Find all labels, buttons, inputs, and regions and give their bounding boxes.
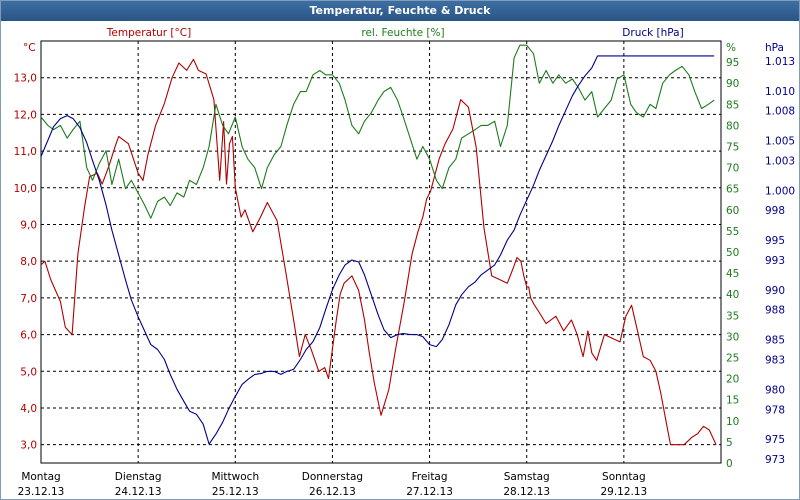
pressure-tick-label: 980 (765, 384, 785, 396)
temperature-unit: °C (23, 42, 36, 54)
pressure-tick-label: 1.003 (765, 155, 795, 167)
pressure-tick-label: 973 (765, 454, 785, 466)
humidity-tick-label: 10 (726, 416, 739, 428)
temperature-axis-label: Temperatur [°C] (106, 27, 191, 39)
pressure-axis-label: Druck [hPa] (622, 27, 683, 39)
humidity-tick-label: 40 (726, 289, 739, 301)
pressure-tick-label: 998 (765, 205, 785, 217)
temperature-tick-label: 12,0 (14, 109, 37, 121)
x-tick-date: 26.12.13 (309, 486, 356, 498)
x-tick-day: Donnerstag (302, 471, 363, 483)
pressure-tick-label: 985 (765, 335, 785, 347)
humidity-tick-label: 95 (726, 57, 739, 69)
temperature-tick-label: 7,0 (20, 293, 37, 305)
x-tick-date: 24.12.13 (115, 486, 162, 498)
pressure-tick-label: 1.005 (765, 136, 795, 148)
pressure-series-line (40, 55, 715, 445)
pressure-tick-label: 988 (765, 305, 785, 317)
humidity-tick-label: 80 (726, 120, 739, 132)
x-tick-day: Freitag (412, 471, 448, 483)
humidity-tick-label: 0 (726, 458, 733, 470)
humidity-tick-label: 55 (726, 226, 739, 238)
humidity-tick-label: 90 (726, 78, 739, 90)
pressure-tick-label: 983 (765, 354, 785, 366)
temperature-tick-label: 13,0 (14, 73, 37, 85)
pressure-tick-label: 993 (765, 255, 785, 267)
humidity-tick-label: 30 (726, 331, 739, 343)
plot-area (40, 40, 722, 464)
humidity-axis-label: rel. Feuchte [%] (361, 27, 444, 39)
temperature-tick-label: 4,0 (20, 403, 37, 415)
pressure-tick-label: 978 (765, 404, 785, 416)
x-tick-date: 29.12.13 (600, 486, 647, 498)
humidity-tick-label: 15 (726, 395, 739, 407)
humidity-tick-label: 65 (726, 184, 739, 196)
pressure-tick-label: 1.013 (765, 56, 795, 68)
temperature-tick-label: 6,0 (20, 330, 37, 342)
humidity-series-line (40, 44, 715, 219)
humidity-tick-label: 5 (726, 437, 733, 449)
x-tick-day: Samstag (504, 471, 550, 483)
pressure-tick-label: 1.010 (765, 86, 795, 98)
humidity-tick-label: 45 (726, 268, 739, 280)
x-tick-date: 27.12.13 (406, 486, 453, 498)
humidity-unit: % (726, 42, 736, 54)
humidity-tick-label: 50 (726, 247, 739, 259)
pressure-tick-label: 990 (765, 285, 785, 297)
pressure-tick-label: 975 (765, 434, 785, 446)
humidity-tick-label: 20 (726, 374, 739, 386)
x-tick-date: 28.12.13 (503, 486, 550, 498)
temperature-tick-label: 3,0 (20, 440, 37, 452)
humidity-tick-label: 85 (726, 99, 739, 111)
pressure-unit: hPa (765, 42, 784, 54)
humidity-tick-label: 35 (726, 310, 739, 322)
humidity-tick-label: 60 (726, 205, 739, 217)
title-bar: Temperatur, Feuchte & Druck (1, 1, 799, 21)
temperature-tick-label: 11,0 (14, 146, 37, 158)
pressure-tick-label: 1.000 (765, 185, 795, 197)
chart-title: Temperatur, Feuchte & Druck (309, 4, 491, 17)
temperature-tick-label: 8,0 (20, 256, 37, 268)
x-tick-day: Mittwoch (211, 471, 259, 483)
humidity-tick-label: 25 (726, 353, 739, 365)
x-tick-day: Dienstag (115, 471, 162, 483)
humidity-tick-label: 75 (726, 142, 739, 154)
x-tick-date: 23.12.13 (18, 486, 65, 498)
temperature-tick-label: 10,0 (14, 183, 37, 195)
pressure-tick-label: 995 (765, 235, 785, 247)
temperature-tick-label: 5,0 (20, 366, 37, 378)
x-tick-day: Montag (21, 471, 60, 483)
temperature-series-line (40, 58, 717, 446)
pressure-tick-label: 1.008 (765, 106, 795, 118)
temperature-tick-label: 9,0 (20, 219, 37, 231)
x-tick-day: Sonntag (602, 471, 646, 483)
x-tick-date: 25.12.13 (212, 486, 259, 498)
humidity-tick-label: 70 (726, 163, 739, 175)
